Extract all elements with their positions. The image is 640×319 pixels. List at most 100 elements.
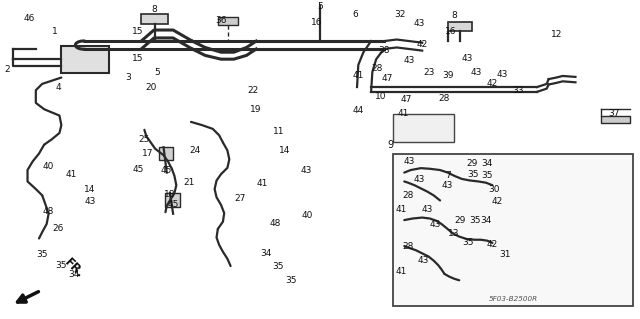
Text: 32: 32 [394,10,406,19]
Text: 19: 19 [250,105,262,114]
Bar [601,115,630,123]
Text: 42: 42 [492,197,503,206]
Text: 2: 2 [4,65,10,74]
Text: 40: 40 [301,211,313,220]
Text: 43: 43 [300,166,312,174]
Text: 36: 36 [215,16,227,25]
Text: 28: 28 [403,241,414,251]
Text: 16: 16 [311,18,323,26]
Text: 35: 35 [463,238,474,247]
Text: 34: 34 [260,249,271,258]
Text: 22: 22 [247,86,259,95]
Bar [394,114,454,143]
Text: 28: 28 [403,191,414,200]
Text: 35: 35 [36,250,48,259]
Bar [159,147,173,160]
Text: 43: 43 [404,56,415,65]
Text: 37: 37 [608,109,620,118]
Text: 33: 33 [512,86,524,95]
Text: 39: 39 [442,70,454,79]
Text: 10: 10 [375,92,387,101]
Text: 8: 8 [151,5,157,14]
Text: 1: 1 [52,27,58,36]
Text: 35: 35 [468,216,480,225]
Text: FR.: FR. [61,256,86,280]
Text: 42: 42 [487,79,498,88]
Text: 24: 24 [190,146,201,155]
Text: 43: 43 [413,19,425,28]
Text: 41: 41 [353,71,364,80]
Text: 35: 35 [273,263,284,271]
Text: 9: 9 [387,140,394,150]
Text: 44: 44 [353,106,364,115]
Text: 43: 43 [429,220,440,229]
Bar [394,153,633,306]
Text: 41: 41 [397,108,409,117]
Text: 29: 29 [467,159,477,168]
Text: 43: 43 [442,182,453,190]
Text: 35: 35 [56,261,67,270]
Text: 40: 40 [43,162,54,171]
Text: 48: 48 [43,207,54,216]
Text: 43: 43 [461,54,472,63]
Text: 25: 25 [139,135,150,144]
Bar [166,194,179,207]
Text: 13: 13 [449,229,460,238]
Text: 42: 42 [487,240,498,249]
Text: 41: 41 [396,204,408,213]
Text: 29: 29 [455,216,466,225]
Text: 30: 30 [488,185,499,194]
Text: 27: 27 [234,194,246,203]
Text: 28: 28 [439,94,450,103]
Text: 38: 38 [378,46,390,55]
Text: 14: 14 [84,185,96,194]
Text: 46: 46 [24,14,35,23]
Bar [218,17,238,25]
Text: 20: 20 [145,83,156,92]
Text: 34: 34 [68,270,80,279]
Text: 48: 48 [269,219,281,228]
Bar [448,22,472,31]
Text: 31: 31 [499,250,511,259]
Text: 4: 4 [55,83,61,92]
Text: 6: 6 [352,10,358,19]
Text: 47: 47 [401,95,412,104]
Text: 14: 14 [279,146,291,155]
Text: 8: 8 [451,11,457,20]
Text: 42: 42 [417,40,428,49]
Text: 43: 43 [496,70,508,79]
Text: 5F03-B2500R: 5F03-B2500R [488,296,538,302]
Text: 12: 12 [550,30,562,39]
Text: 35: 35 [481,171,493,180]
Text: 15: 15 [132,27,144,36]
Text: 41: 41 [65,170,77,179]
Text: 45: 45 [161,166,172,174]
Text: 3: 3 [125,73,131,82]
Text: 15: 15 [132,54,144,63]
Text: 34: 34 [482,159,493,168]
Text: 43: 43 [413,175,425,184]
Text: 18: 18 [164,190,175,199]
Text: 41: 41 [396,267,408,276]
Text: 45: 45 [132,165,144,174]
Text: 35: 35 [467,170,479,179]
Bar [141,13,168,24]
Text: 47: 47 [381,74,393,83]
Text: 5: 5 [154,68,160,77]
Text: 11: 11 [273,127,284,136]
Text: 26: 26 [52,224,64,233]
Text: 43: 43 [404,157,415,166]
Text: 5: 5 [317,2,323,11]
Text: 17: 17 [142,149,154,158]
Text: 28: 28 [372,63,383,72]
Text: 34: 34 [481,216,492,225]
Text: 43: 43 [418,256,429,265]
Text: 43: 43 [471,68,482,77]
Text: 7: 7 [445,171,451,180]
Text: 21: 21 [184,178,195,187]
Text: 43: 43 [84,197,96,206]
Text: 23: 23 [423,68,435,77]
Text: 45: 45 [168,200,179,209]
Text: 43: 43 [422,204,433,213]
Text: 16: 16 [445,27,457,36]
